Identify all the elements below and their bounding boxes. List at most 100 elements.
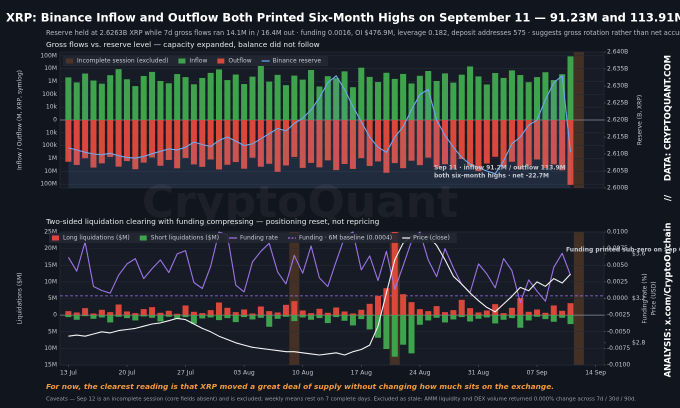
- bar: [366, 303, 373, 316]
- bar: [190, 84, 197, 120]
- tick-label: 10M: [44, 168, 57, 175]
- bar: [542, 120, 549, 168]
- bar: [123, 79, 130, 120]
- bar: [107, 120, 114, 158]
- legend: Incomplete session (excluded) Inflow Outfl…: [63, 56, 329, 66]
- area-fill: [68, 75, 571, 188]
- tick-label: 10k: [46, 104, 58, 111]
- bar: [140, 315, 147, 317]
- bar: [550, 305, 557, 316]
- bar: [224, 120, 231, 165]
- bar: [98, 315, 105, 318]
- tick-label: 2.640B: [607, 49, 628, 56]
- bar: [266, 81, 273, 120]
- bar: [132, 120, 139, 170]
- bar: [207, 120, 214, 160]
- tick-label: 0.0100: [607, 229, 628, 236]
- tick-label: -0.0050: [607, 328, 630, 335]
- bar: [98, 83, 105, 120]
- bar: [224, 315, 231, 319]
- bar: [174, 315, 181, 320]
- bar: [316, 315, 323, 319]
- bar: [467, 66, 474, 120]
- bar: [483, 120, 490, 164]
- tick-label: 2.610B: [607, 151, 628, 158]
- bar: [441, 312, 448, 316]
- bar: [550, 120, 557, 165]
- bar: [316, 308, 323, 316]
- annotation: both six-month highs · net -22.7M: [434, 173, 549, 180]
- bar: [433, 306, 440, 316]
- bar: [324, 315, 331, 324]
- bar: [525, 82, 532, 120]
- bar: [416, 75, 423, 120]
- bar: [492, 120, 499, 157]
- bar: [274, 315, 281, 319]
- bar: [400, 294, 407, 316]
- bar: [165, 83, 172, 120]
- legend-label: Inflow: [189, 58, 207, 65]
- bar: [107, 315, 114, 323]
- bar: [149, 307, 156, 316]
- bar: [567, 120, 574, 185]
- bar: [308, 70, 315, 120]
- tick-label: 0: [53, 312, 57, 319]
- bar: [349, 313, 356, 316]
- bar: [349, 120, 356, 169]
- bar: [500, 315, 507, 320]
- bar: [182, 305, 189, 316]
- bar: [257, 315, 264, 318]
- bar: [115, 69, 122, 120]
- bar: [450, 120, 457, 169]
- bar: [232, 74, 239, 120]
- bar: [366, 315, 373, 330]
- bar: [567, 303, 574, 316]
- tick-label: 15M: [44, 362, 57, 369]
- bar: [550, 315, 557, 322]
- bar: [500, 313, 507, 316]
- axis-label: Liquidations ($M): [17, 273, 24, 325]
- bar: [366, 120, 373, 166]
- bar: [224, 307, 231, 316]
- bar: [182, 120, 189, 158]
- bar: [400, 120, 407, 169]
- bar: [282, 304, 289, 316]
- tick-label: $2.8: [632, 339, 646, 346]
- tick-label: 2.635B: [607, 66, 628, 73]
- tick-label: 2.615B: [607, 134, 628, 141]
- legend-label: Outflow: [228, 58, 251, 65]
- tick-label: 5M: [48, 328, 57, 335]
- bar: [500, 77, 507, 120]
- watermark: CryptoQuant: [142, 177, 458, 228]
- bar: [383, 315, 390, 350]
- bar: [366, 76, 373, 120]
- bar: [98, 309, 105, 316]
- bar: [107, 75, 114, 120]
- x-tick-label: 17 Aug: [351, 370, 372, 377]
- bar: [391, 315, 398, 357]
- tick-label: 2.605B: [607, 168, 628, 175]
- bar: [508, 120, 515, 162]
- tick-label: 0: [53, 117, 57, 124]
- bar: [475, 76, 482, 120]
- bar: [416, 120, 423, 166]
- bar: [165, 120, 172, 160]
- bar: [416, 315, 423, 325]
- tick-label: -0.0100: [607, 362, 630, 369]
- bar: [232, 315, 239, 323]
- x-tick-label: 07 Sep: [527, 370, 548, 377]
- bar: [174, 120, 181, 169]
- bar: [157, 120, 164, 166]
- bar: [542, 312, 549, 316]
- bar: [425, 311, 432, 316]
- bar: [525, 315, 532, 321]
- bar: [483, 310, 490, 316]
- bar: [408, 302, 415, 316]
- axis-label: Funding rate (%): [642, 273, 649, 323]
- tick-label: -0.0075: [607, 345, 630, 352]
- tick-label: 5M: [48, 295, 57, 302]
- x-tick-label: 24 Aug: [409, 370, 430, 377]
- bar: [425, 315, 432, 321]
- bar: [358, 120, 365, 159]
- bar: [333, 78, 340, 120]
